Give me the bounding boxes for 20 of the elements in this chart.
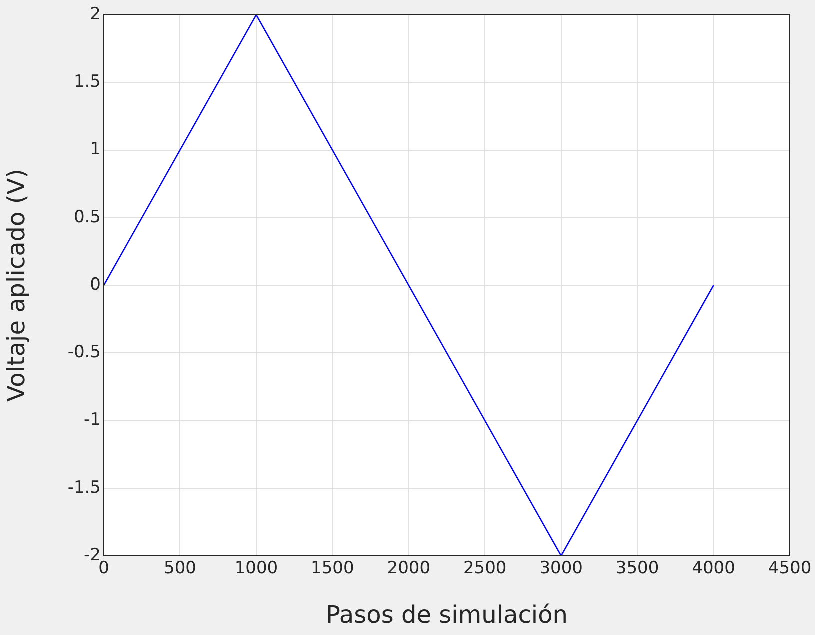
x-tick-label: 4500 <box>768 558 812 579</box>
y-tick-label: -1.5 <box>68 478 101 498</box>
x-tick-label: 3000 <box>540 558 583 579</box>
y-tick-label: 0 <box>90 274 101 295</box>
y-tick-label: -2 <box>84 545 101 566</box>
x-tick-label: 500 <box>164 558 196 579</box>
x-tick-label: 1000 <box>234 558 278 579</box>
y-tick-label: -1 <box>84 410 101 430</box>
x-tick-label: 2500 <box>463 558 507 579</box>
y-tick-label: 2 <box>90 4 101 24</box>
x-axis-title: Pasos de simulación <box>326 600 568 629</box>
y-tick-label: 1 <box>90 140 101 160</box>
y-axis-title: Voltaje aplicado (V) <box>2 169 31 402</box>
y-tick-label: 1.5 <box>74 72 101 92</box>
y-tick-label: -0.5 <box>68 342 101 363</box>
y-tick-label: 0.5 <box>74 207 101 228</box>
x-tick-label: 1500 <box>311 558 354 579</box>
x-tick-label: 2000 <box>387 558 431 579</box>
x-tick-label: 4000 <box>692 558 736 579</box>
x-tick-label: 3500 <box>616 558 660 579</box>
